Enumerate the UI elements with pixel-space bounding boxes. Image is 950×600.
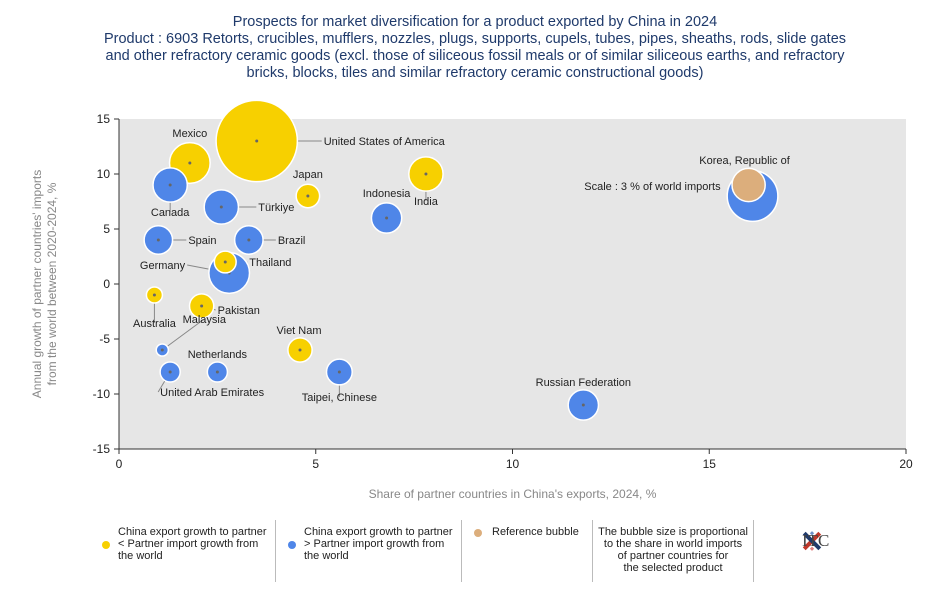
legend-1-line-1: China export growth to partner [118,526,267,538]
bubble-center-dot [223,260,227,264]
bubble-label: Japan [293,169,323,181]
itc-logo-text: ITC [802,531,830,550]
label-connector-line [161,318,205,351]
legend-1-line-2: < Partner import growth from [118,538,259,550]
bubble-label: Netherlands [188,349,248,361]
y-tick-label: -10 [93,387,111,401]
x-tick-label: 5 [312,457,319,471]
legend: China export growth to partner < Partner… [90,520,850,582]
bubble-label: Pakistan [218,305,260,317]
bubble-center-dot [298,348,302,352]
bubble-label: India [414,196,439,208]
bubble-center-dot [160,348,164,352]
bubble-labels: United States of America Mexico Canada Türk… [133,128,791,404]
legend-separator [592,520,593,582]
bubble-center-dot [306,194,310,198]
bubble-label: Canada [151,207,190,219]
legend-separator [461,520,462,582]
bubble-label: Indonesia [363,188,412,200]
legend-item-reference: Reference bubble [462,520,592,582]
reference-bubble [731,167,766,203]
bubble-center-dot [247,238,251,242]
legend-4-line-4: the selected product [623,562,723,574]
legend-separator [275,520,276,582]
legend-4-line-3: of partner countries for [617,550,729,562]
bubble-label: Australia [133,318,177,330]
title-line-3: and other refractory ceramic goods (excl… [105,48,845,64]
bubble-center-dot [200,304,204,308]
bubble-label: Mexico [172,128,207,140]
y-tick-label: -5 [99,332,110,346]
bubble-label: Taipei, Chinese [302,392,377,404]
bubble-label: Russian Federation [536,377,631,389]
legend-2-line-1: China export growth to partner [304,526,453,538]
legend-item-size-note: The bubble size is proportional to the s… [593,520,753,582]
y-tick-label: 0 [103,277,110,291]
bubbles [143,99,779,421]
bubble-center-dot [188,161,192,165]
x-tick-label: 20 [899,457,913,471]
y-tick-label: -15 [93,442,111,456]
legend-reference-dot [474,529,482,537]
bubble-center-dot [215,370,219,374]
y-axis-title-line-2: from the world between 2020-2024, % [45,182,59,385]
legend-2-line-2: > Partner import growth from [304,538,445,550]
bubble-center-dot [168,183,172,187]
legend-item-slower-growth: China export growth to partner < Partner… [90,520,275,582]
title-line-1: Prospects for market diversification for… [232,14,718,30]
reference-bubble-label: Scale : 3 % of world imports [584,181,721,193]
title-line-2: Product : 6903 Retorts, crucibles, muffl… [103,31,847,47]
bubble-label: Germany [140,260,186,272]
bubble-label: Brazil [278,235,306,247]
bubble-center-dot [168,370,172,374]
x-tick-label: 10 [506,457,520,471]
chart-title: Prospects for market diversification for… [0,14,950,82]
bubble-center-dot [219,205,223,209]
title-line-4: bricks, blocks, tiles and similar refrac… [246,65,704,81]
bubble-label: Türkiye [258,202,294,214]
x-axis-title: Share of partner countries in China's ex… [369,487,657,501]
bubble-label: Korea, Republic of [699,155,790,167]
bubble-label: Viet Nam [276,325,321,337]
y-axis-title-line-1: Annual growth of partner countries' impo… [30,170,44,398]
bubble-chart: 0 5 10 15 20 15 10 5 0 -5 -10 -15 United States of … [30,99,913,501]
bubble-label: United Arab Emirates [160,387,264,399]
bubble-label: United States of America [324,136,446,148]
bubble-center-dot [424,172,428,176]
bubble-center-dot [255,139,259,143]
legend-separator [753,520,754,582]
legend-blue-dot [288,541,296,549]
y-tick-label: 5 [103,222,110,236]
axes: 0 5 10 15 20 15 10 5 0 -5 -10 -15 [93,112,913,471]
legend-yellow-dot [102,541,110,549]
itc-logo-icon [802,531,822,551]
legend-2-line-3: the world [304,550,349,562]
bubble-center-dot [337,370,341,374]
legend-4-line-2: to the share in world imports [603,538,743,550]
legend-item-faster-growth: China export growth to partner > Partner… [276,520,461,582]
legend-4-line-1: The bubble size is proportional [598,526,748,538]
bubble-label: Thailand [249,257,291,269]
x-tick-label: 15 [703,457,717,471]
bubble-center-dot [152,293,156,297]
bubble-center-dot [156,238,160,242]
y-tick-label: 10 [97,167,111,181]
bubble-label: Spain [188,235,216,247]
x-tick-label: 0 [116,457,123,471]
bubble-label: Malaysia [183,314,227,326]
legend-3-line-1: Reference bubble [492,526,579,538]
bubble-center-dot [581,403,585,407]
legend-1-line-3: the world [118,550,163,562]
y-tick-label: 15 [97,112,111,126]
bubble-center-dot [385,216,389,220]
